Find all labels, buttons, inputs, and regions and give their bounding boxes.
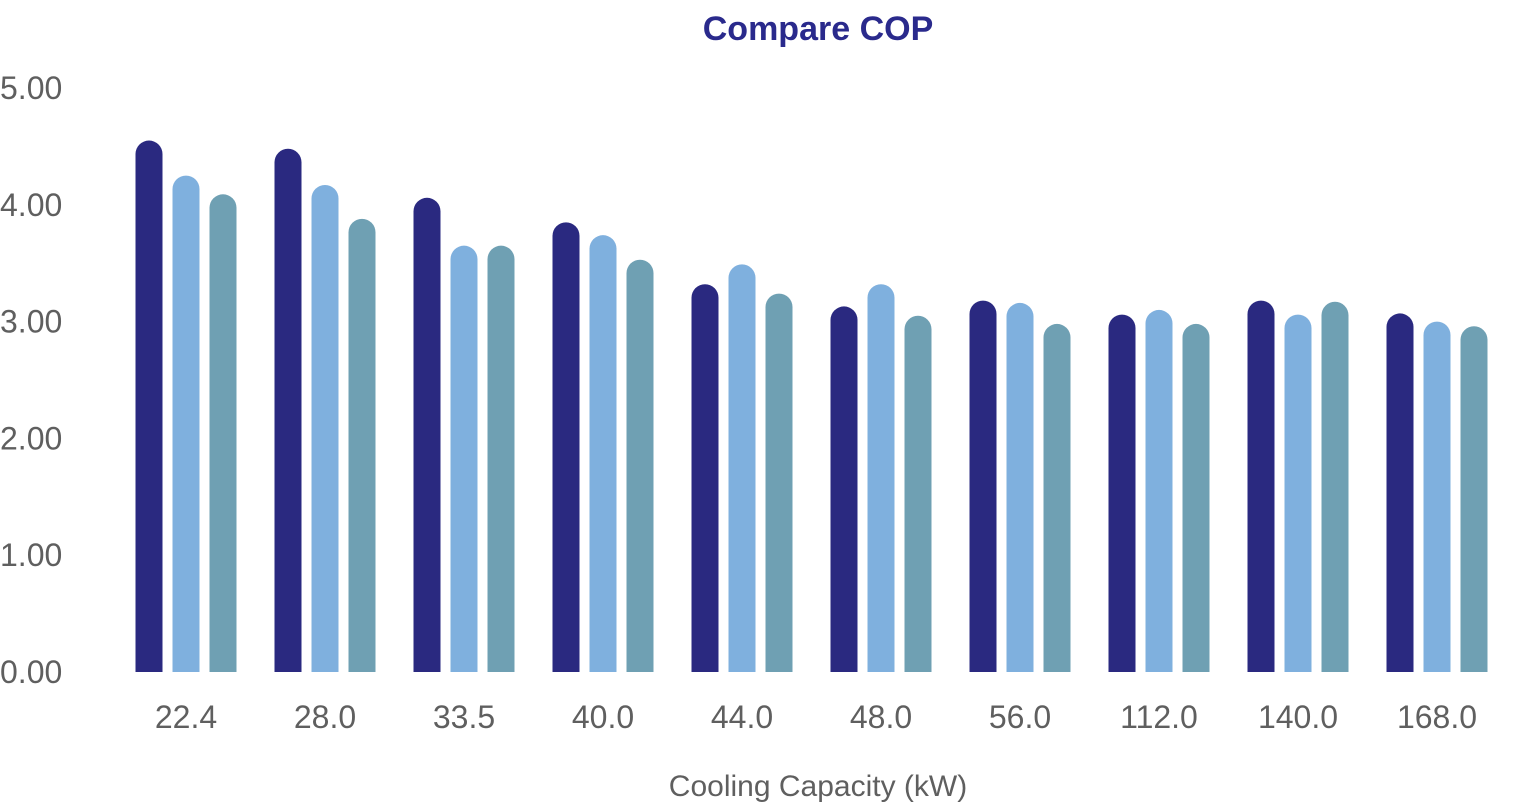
bar-140.0-series-3 (1321, 301, 1349, 672)
bar-40.0-series-1 (552, 222, 580, 672)
bar-28.0-series-2 (311, 184, 339, 672)
x-tick-label: 44.0 (711, 699, 773, 735)
bar-33.5-series-2 (450, 245, 478, 673)
x-tick-label: 22.4 (155, 699, 217, 735)
x-tick-label: 56.0 (989, 699, 1051, 735)
bar-44.0-series-2 (728, 264, 756, 672)
bar-140.0-series-1 (1247, 300, 1275, 672)
x-tick-label: 33.5 (433, 699, 495, 735)
bar-112.0-series-3 (1182, 323, 1210, 672)
y-axis-ticks: 0.00 1.00 2.00 3.00 4.00 5.00 (0, 70, 62, 690)
bar-56.0-series-1 (969, 300, 997, 672)
bar-112.0-series-2 (1145, 309, 1173, 672)
x-tick-label: 168.0 (1397, 699, 1477, 735)
bar-22.4-series-2 (172, 175, 200, 672)
y-tick-label: 1.00 (0, 537, 62, 573)
bar-48.0-series-2 (867, 284, 895, 672)
bar-168.0-series-3 (1460, 326, 1488, 672)
bar-33.5-series-1 (413, 197, 441, 672)
bar-28.0-series-3 (348, 218, 376, 672)
bar-168.0-series-2 (1423, 321, 1451, 672)
bar-22.4-series-1 (135, 140, 163, 672)
bar-48.0-series-3 (904, 315, 932, 672)
bar-40.0-series-3 (626, 259, 654, 672)
bar-140.0-series-2 (1284, 314, 1312, 672)
x-tick-label: 28.0 (294, 699, 356, 735)
bar-44.0-series-3 (765, 293, 793, 672)
y-tick-label: 5.00 (0, 70, 62, 106)
bar-56.0-series-2 (1006, 302, 1034, 672)
y-tick-label: 0.00 (0, 654, 62, 690)
x-tick-label: 48.0 (850, 699, 912, 735)
y-tick-label: 4.00 (0, 187, 62, 223)
chart-title: Compare COP (703, 10, 934, 48)
y-tick-label: 2.00 (0, 420, 62, 456)
bar-48.0-series-1 (830, 306, 858, 672)
bar-56.0-series-3 (1043, 323, 1071, 672)
y-tick-label: 3.00 (0, 304, 62, 340)
bar-168.0-series-1 (1386, 313, 1414, 672)
bar-112.0-series-1 (1108, 314, 1136, 672)
bar-22.4-series-3 (209, 194, 237, 672)
bar-44.0-series-1 (691, 284, 719, 672)
bar-40.0-series-2 (589, 235, 617, 672)
bar-33.5-series-3 (487, 245, 515, 673)
x-axis-label: Cooling Capacity (kW) (669, 770, 967, 803)
x-axis-ticks: 22.4 28.0 33.5 40.0 44.0 48.0 56.0 112.0 140.0 16… (155, 699, 1477, 735)
x-tick-label: 140.0 (1258, 699, 1338, 735)
bar-series-group (135, 140, 1488, 673)
x-tick-label: 40.0 (572, 699, 634, 735)
bar-28.0-series-1 (274, 148, 302, 673)
x-tick-label: 112.0 (1120, 699, 1198, 735)
